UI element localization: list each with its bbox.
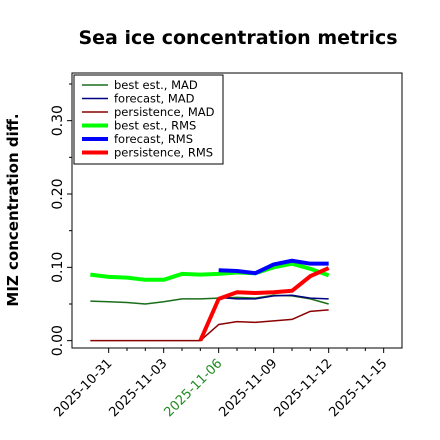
chart-title: Sea ice concentration metrics xyxy=(78,27,397,49)
y-tick-label: 0.10 xyxy=(50,252,66,283)
y-tick-label: 0.30 xyxy=(50,105,66,136)
legend-entry: best est., RMS xyxy=(114,119,196,133)
legend-box xyxy=(73,74,224,165)
legend-entry: persistence, MAD xyxy=(114,105,215,119)
series-line-5 xyxy=(198,266,330,342)
legend-entry: persistence, RMS xyxy=(114,146,213,160)
x-tick-label: 2025-10-31 xyxy=(51,356,115,420)
x-tick-label: 2025-11-06 xyxy=(161,356,225,420)
x-tick-label: 2025-11-15 xyxy=(326,356,390,420)
legend-entry: forecast, MAD xyxy=(114,92,195,106)
x-tick-label: 2025-11-12 xyxy=(271,356,335,420)
series-line-3 xyxy=(90,261,330,282)
x-tick-label: 2025-11-09 xyxy=(216,356,280,420)
series-line-4 xyxy=(218,258,329,276)
series-layer xyxy=(90,258,330,342)
series-line-2 xyxy=(90,309,329,342)
y-axis-label: MIZ concentration diff. xyxy=(4,113,22,306)
series-line-0 xyxy=(90,294,329,305)
legend-entry: best est., MAD xyxy=(114,78,198,92)
series-line-1 xyxy=(218,294,329,300)
legend-entry: forecast, RMS xyxy=(114,132,193,146)
x-tick-label: 2025-11-03 xyxy=(106,356,170,420)
y-tick-label: 0.20 xyxy=(50,178,66,209)
y-tick-label: 0.00 xyxy=(50,325,66,356)
